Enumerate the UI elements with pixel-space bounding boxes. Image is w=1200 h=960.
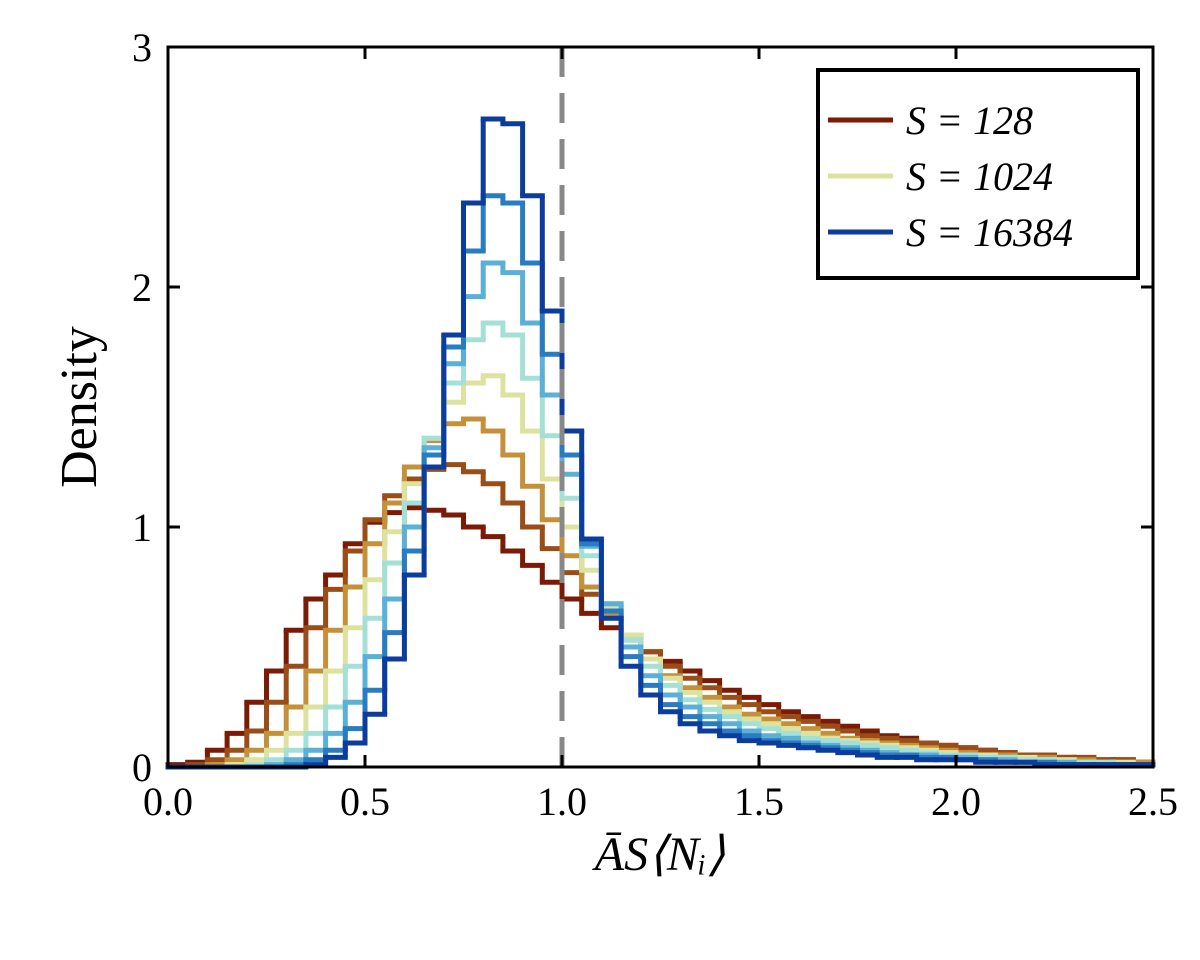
y-tick-label: 0 — [132, 745, 152, 790]
y-tick-label: 1 — [132, 505, 152, 550]
x-tick-label: 1.5 — [734, 779, 784, 824]
legend-label: S = 128 — [906, 98, 1033, 143]
x-tick-label: 1.0 — [537, 779, 587, 824]
x-tick-label: 0.5 — [340, 779, 390, 824]
legend-label: S = 16384 — [906, 210, 1073, 255]
y-tick-label: 3 — [132, 25, 152, 70]
x-tick-label: 2.0 — [931, 779, 981, 824]
plot-frame — [166, 45, 1155, 769]
x-axis-label: ĀS⟨Nᵢ⟩ — [592, 828, 726, 881]
y-tick-label: 2 — [132, 265, 152, 310]
legend-label: S = 1024 — [906, 154, 1053, 199]
y-axis-label: Density — [51, 326, 108, 488]
x-tick-label: 2.5 — [1128, 779, 1178, 824]
x-tick-label: 0.0 — [143, 779, 193, 824]
